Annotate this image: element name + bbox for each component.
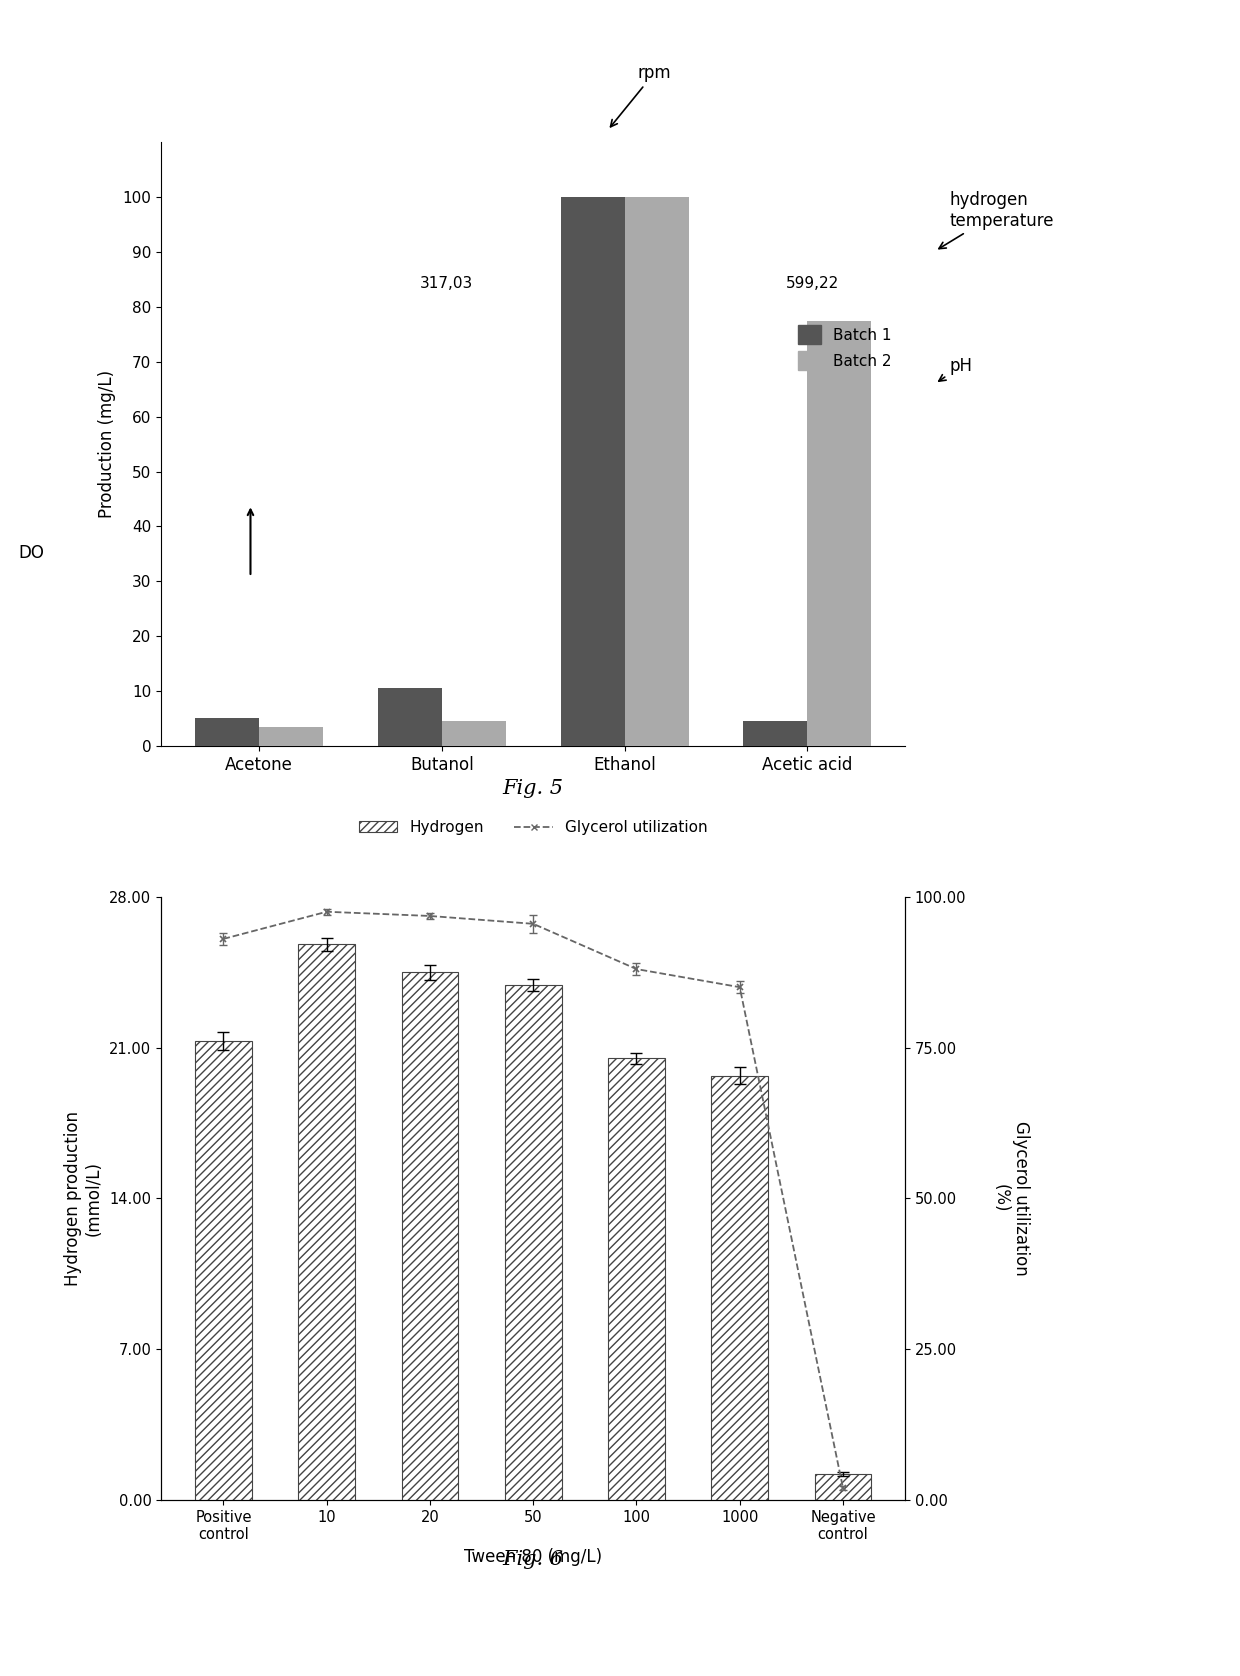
Text: hydrogen
temperature: hydrogen temperature — [939, 191, 1054, 248]
Y-axis label: Hydrogen production
(mmol/L): Hydrogen production (mmol/L) — [63, 1111, 103, 1285]
Text: 599,22: 599,22 — [785, 275, 838, 290]
Y-axis label: Glycerol utilization
(%): Glycerol utilization (%) — [992, 1121, 1030, 1275]
Bar — [815, 1475, 872, 1500]
Bar — [195, 1041, 252, 1500]
Bar — [441, 721, 506, 746]
Legend: Batch 1, Batch 2: Batch 1, Batch 2 — [791, 318, 898, 375]
Y-axis label: Production (mg/L): Production (mg/L) — [98, 370, 115, 518]
Text: 317,03: 317,03 — [420, 275, 474, 290]
Bar — [299, 944, 355, 1500]
Text: rpm: rpm — [610, 64, 671, 127]
Bar — [195, 719, 259, 746]
Bar — [378, 689, 441, 746]
Bar — [608, 1058, 665, 1500]
Bar — [744, 721, 807, 746]
Bar — [560, 198, 625, 746]
Text: Fig. 5: Fig. 5 — [502, 779, 564, 798]
Bar — [712, 1076, 768, 1500]
Bar — [259, 727, 322, 746]
Bar — [402, 972, 459, 1500]
Bar — [505, 985, 562, 1500]
Text: pH: pH — [939, 357, 973, 380]
X-axis label: Tween 80 (mg/L): Tween 80 (mg/L) — [464, 1547, 603, 1565]
Bar — [625, 198, 688, 746]
Text: DO: DO — [19, 543, 43, 561]
Text: Fig. 6: Fig. 6 — [502, 1550, 564, 1569]
Legend: Hydrogen, Glycerol utilization: Hydrogen, Glycerol utilization — [353, 815, 713, 841]
Bar — [807, 320, 872, 746]
